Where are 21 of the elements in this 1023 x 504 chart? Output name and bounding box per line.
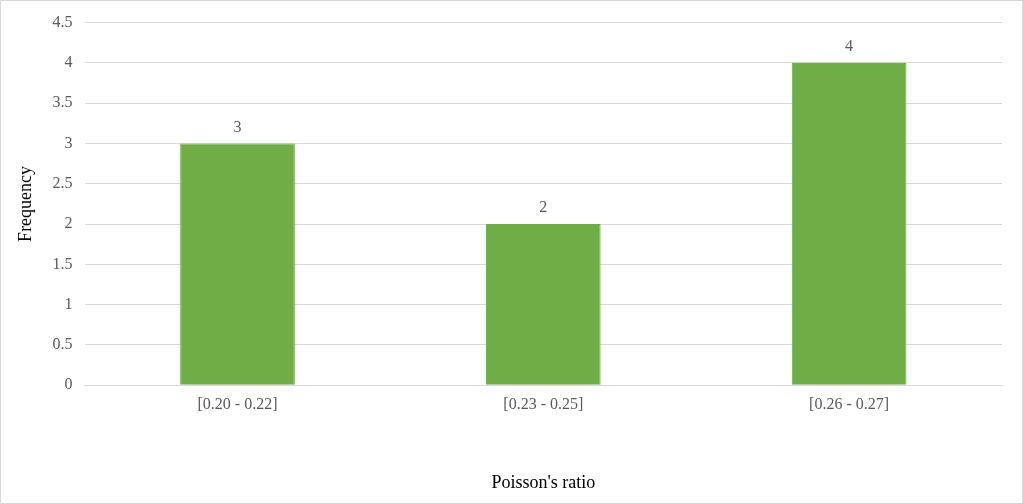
x-tick-label: [0.26 - 0.27] bbox=[809, 395, 890, 412]
bar bbox=[180, 143, 295, 385]
y-tick-label: 3 bbox=[64, 133, 73, 151]
x-tick-label: [0.23 - 0.25] bbox=[503, 395, 584, 412]
bar bbox=[791, 62, 907, 385]
y-tick-label: 4 bbox=[64, 53, 73, 71]
data-label: 3 bbox=[233, 117, 242, 135]
y-tick-label: 0.5 bbox=[52, 335, 73, 353]
y-tick-label: 1 bbox=[64, 294, 73, 312]
y-axis-title: Frequency bbox=[14, 165, 35, 242]
y-tick-label: 2 bbox=[64, 214, 73, 232]
y-tick-label: 2.5 bbox=[52, 173, 73, 191]
x-axis-title: Poisson's ratio bbox=[491, 471, 596, 492]
bar bbox=[485, 224, 601, 385]
data-label: 4 bbox=[845, 37, 854, 55]
x-tick-label: [0.20 - 0.22] bbox=[197, 395, 278, 412]
y-tick-label: 1.5 bbox=[52, 254, 73, 272]
y-tick-label: 3.5 bbox=[52, 93, 73, 111]
data-label: 2 bbox=[539, 198, 548, 216]
y-tick-label: 4.5 bbox=[52, 12, 73, 30]
y-tick-label: 0 bbox=[64, 375, 73, 393]
